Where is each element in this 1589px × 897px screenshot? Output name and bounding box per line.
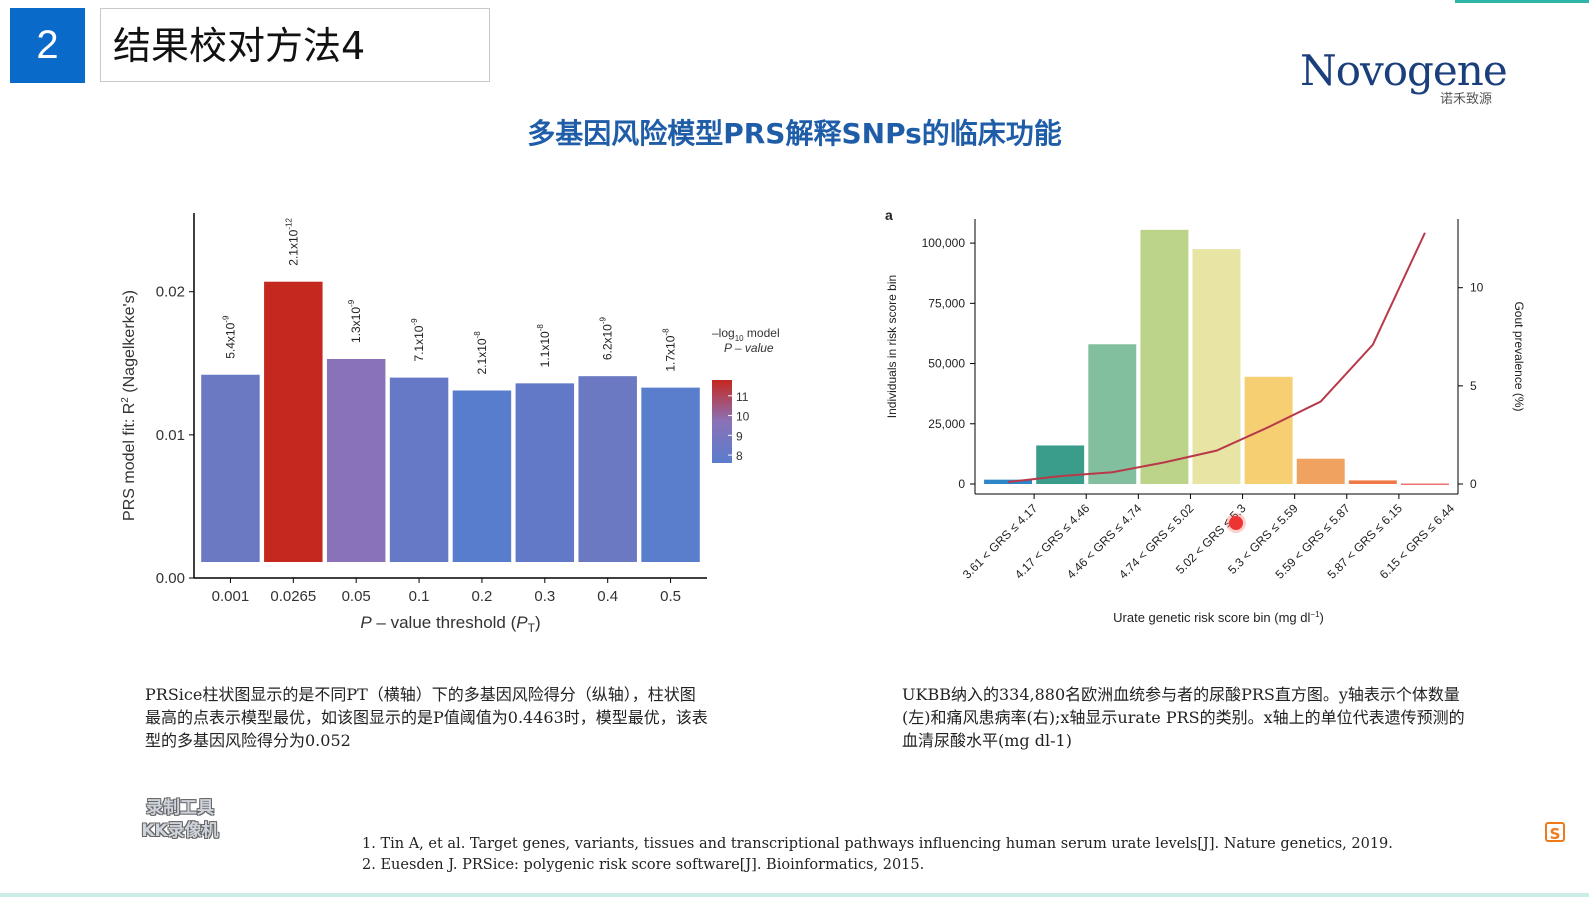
bin-bar-4 bbox=[1192, 249, 1241, 484]
bin-bar-5 bbox=[1244, 376, 1293, 484]
y-axis-title: PRS model fit: R2 (Nagelkerke's) bbox=[120, 290, 138, 521]
caption-right-line-2: (左)和痛风患病率(右);x轴显示urate PRS的类别。x轴上的单位代表遗传… bbox=[902, 708, 1465, 727]
caption-right-line-3: 血清尿酸水平(mg dl-1) bbox=[902, 731, 1072, 750]
x-tick-label: 0.2 bbox=[472, 588, 493, 605]
bar-p-label: 1.3x10-9 bbox=[347, 299, 363, 343]
y-tick-label: 0 bbox=[958, 477, 965, 491]
bar-0 bbox=[201, 374, 260, 562]
panel-label: a bbox=[885, 207, 893, 223]
legend-colorbar bbox=[712, 380, 732, 463]
y-tick-label: 100,000 bbox=[922, 236, 966, 250]
logo-sub-text: 诺禾致源 bbox=[1440, 92, 1493, 107]
caption-left-line-1: PRSice柱状图显示的是不同PT（横轴）下的多基因风险得分（纵轴），柱状图 bbox=[145, 685, 696, 704]
x-tick-label: 0.05 bbox=[342, 588, 371, 605]
bar-p-label: 2.1x10-12 bbox=[284, 218, 300, 266]
prsice-bar-chart: 0.00 0.01 0.02 0.001 5.4x10-9 0.0265 2.1x10-12… bbox=[120, 213, 780, 635]
caption-right: UKBB纳入的334,880名欧洲血统参与者的尿酸PRS直方图。y轴表示个体数量… bbox=[902, 683, 1542, 752]
bar-2 bbox=[326, 359, 386, 562]
bar-6 bbox=[578, 376, 637, 562]
novogene-logo: Novogene 诺禾致源 bbox=[1300, 46, 1510, 107]
bottom-accent-bar bbox=[0, 893, 1589, 897]
y2-tick-label: 10 bbox=[1470, 281, 1484, 295]
bin-bar-7 bbox=[1348, 480, 1397, 484]
y2-tick-label: 0 bbox=[1470, 477, 1477, 491]
y2-tick-label: 5 bbox=[1470, 379, 1477, 393]
bin-bar-3 bbox=[1140, 229, 1189, 484]
x-tick-label: 0.1 bbox=[409, 588, 430, 605]
legend-tick-label: 9 bbox=[736, 429, 743, 443]
y-axis-title: Individuals in risk score bin bbox=[885, 275, 899, 418]
bar-p-label: 1.1x10-8 bbox=[536, 324, 552, 368]
caption-right-line-1: UKBB纳入的334,880名欧洲血统参与者的尿酸PRS直方图。y轴表示个体数量 bbox=[902, 685, 1460, 704]
recorder-watermark: 录制工具 KK录像机 bbox=[125, 797, 235, 843]
legend-tick-label: 10 bbox=[736, 410, 750, 424]
bar-1 bbox=[264, 281, 323, 562]
caption-left-line-2: 最高的点表示模型最优，如该图显示的是P值阈值为0.4463时，模型最优，该表 bbox=[145, 708, 708, 727]
bar-p-label: 2.1x10-8 bbox=[473, 331, 489, 375]
legend-tick-label: 11 bbox=[736, 390, 749, 404]
bar-4 bbox=[452, 390, 512, 562]
x-tick-label: 0.0265 bbox=[270, 588, 316, 605]
slide-subtitle: 多基因风险模型PRS解释SNPs的临床功能 bbox=[527, 117, 1062, 150]
x-tick-label: 0.3 bbox=[534, 588, 555, 605]
bar-p-label: 1.7x10-8 bbox=[662, 328, 678, 372]
y-tick-label: 50,000 bbox=[928, 357, 965, 371]
bar-3 bbox=[389, 377, 449, 562]
y-tick-label: 0.02 bbox=[156, 284, 185, 301]
legend-title-line-2: P – value bbox=[724, 341, 774, 355]
watermark-line-2: KK录像机 bbox=[141, 821, 219, 841]
section-number-badge: 2 bbox=[10, 8, 85, 83]
bin-bar-2 bbox=[1088, 344, 1137, 484]
s-app-icon[interactable]: S bbox=[1545, 822, 1565, 843]
watermark-line-1: 录制工具 bbox=[146, 798, 214, 818]
caption-left-line-3: 型的多基因风险得分为0.052 bbox=[145, 731, 351, 750]
bar-7 bbox=[641, 387, 700, 562]
x-axis-title: Urate genetic risk score bin (mg dl−1) bbox=[1113, 610, 1324, 625]
x-axis-title: P – value threshold (PT) bbox=[360, 613, 540, 635]
bar-5 bbox=[515, 383, 575, 562]
y-tick-label: 0.00 bbox=[156, 570, 185, 587]
y-tick-label: 0.01 bbox=[156, 427, 185, 444]
legend-tick-label: 8 bbox=[736, 449, 743, 463]
bar-p-label: 7.1x10-9 bbox=[410, 318, 426, 362]
gout-prevalence-line bbox=[1007, 232, 1426, 484]
top-accent-bar bbox=[1455, 0, 1589, 3]
reference-2: 2. Euesden J. PRSice: polygenic risk sco… bbox=[362, 857, 925, 873]
legend-title: –log10 model bbox=[712, 326, 780, 343]
x-tick-label: 0.001 bbox=[212, 588, 250, 605]
bar-p-label: 6.2x10-9 bbox=[599, 316, 615, 360]
slide-title: 结果校对方法4 bbox=[100, 8, 490, 82]
references: 1. Tin A, et al. Target genes, variants,… bbox=[362, 834, 1393, 876]
y-tick-label: 75,000 bbox=[928, 296, 965, 310]
bin-bar-6 bbox=[1296, 458, 1345, 484]
bin-bar-8 bbox=[1400, 483, 1449, 486]
y2-axis-title: Gout prevalence (%) bbox=[1512, 301, 1526, 411]
x-tick-label: 0.4 bbox=[597, 588, 618, 605]
logo-main-text: Novogene bbox=[1300, 46, 1508, 95]
bar-p-label: 5.4x10-9 bbox=[221, 315, 237, 359]
section-number: 2 bbox=[36, 23, 59, 67]
reference-1: 1. Tin A, et al. Target genes, variants,… bbox=[362, 836, 1393, 852]
caption-left: PRSice柱状图显示的是不同PT（横轴）下的多基因风险得分（纵轴），柱状图 最… bbox=[145, 683, 795, 752]
x-tick-label: 0.5 bbox=[660, 588, 681, 605]
y-tick-label: 25,000 bbox=[928, 417, 965, 431]
cursor-pointer-dot bbox=[1229, 516, 1243, 530]
